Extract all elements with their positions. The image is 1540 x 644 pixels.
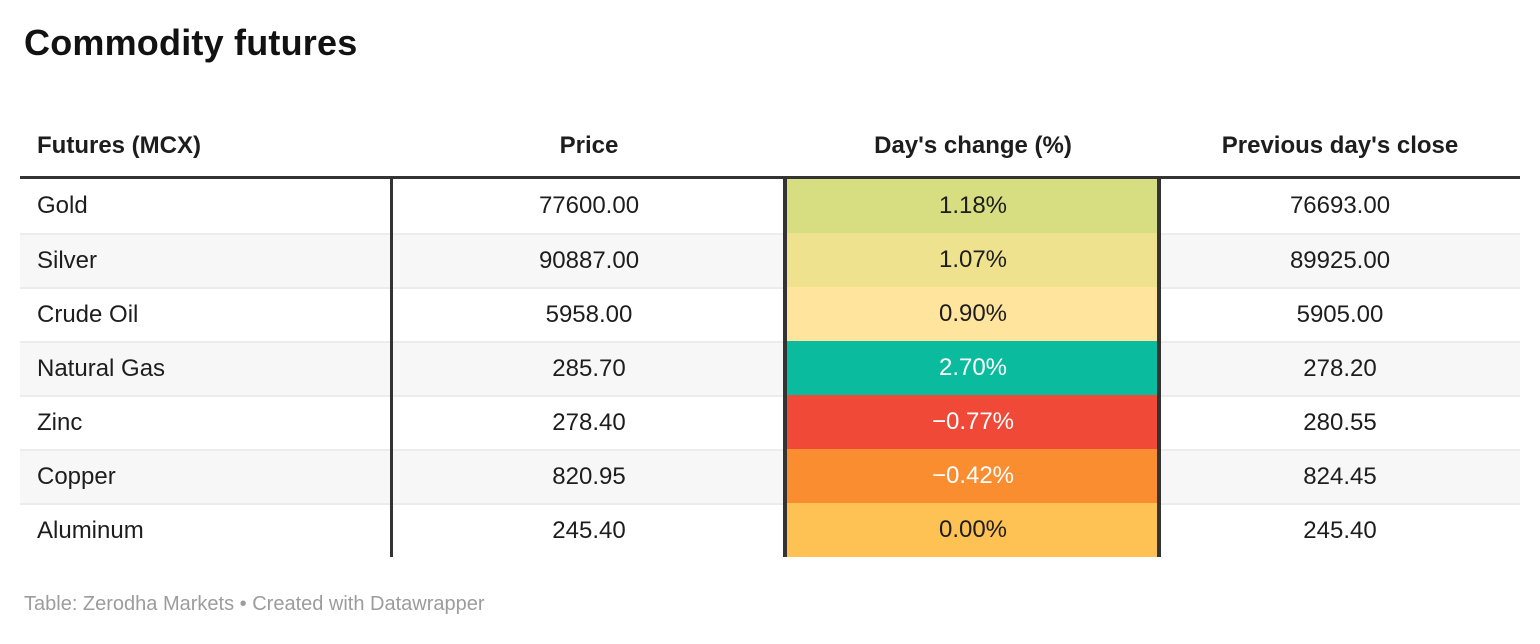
price-cell: 90887.00 xyxy=(392,233,786,287)
attribution-footer: Table: Zerodha Markets • Created with Da… xyxy=(24,593,485,615)
futures-name-cell: Silver xyxy=(20,233,392,287)
previous-close-cell: 245.40 xyxy=(1160,503,1520,557)
price-cell: 278.40 xyxy=(392,395,786,449)
futures-name-cell: Crude Oil xyxy=(20,287,392,341)
table-row: Silver 90887.00 1.07% 89925.00 xyxy=(20,233,1520,287)
page: Commodity futures Futures (MCX) Price Da… xyxy=(0,22,1540,644)
table-row: Natural Gas 285.70 2.70% 278.20 xyxy=(20,341,1520,395)
previous-close-cell: 76693.00 xyxy=(1289,192,1391,219)
days-change-cell: 0.90% xyxy=(786,287,1160,341)
commodity-futures-table: Futures (MCX) Price Day's change (%) Pre… xyxy=(20,92,1520,557)
previous-close-cell: 824.45 xyxy=(1160,449,1520,503)
days-change-cell: 2.70% xyxy=(786,341,1160,395)
column-divider-price-change xyxy=(783,179,787,557)
days-change-cell: −0.42% xyxy=(786,449,1160,503)
column-divider-change-previous xyxy=(1157,179,1161,557)
futures-name-cell: Natural Gas xyxy=(20,341,392,395)
col-header-days-change: Day's change (%) xyxy=(874,132,1072,159)
price-cell: 820.95 xyxy=(392,449,786,503)
price-cell: 5958.00 xyxy=(392,287,786,341)
table-header-row: Futures (MCX) Price Day's change (%) Pre… xyxy=(20,92,1520,179)
page-title: Commodity futures xyxy=(24,22,358,63)
days-change-cell: −0.77% xyxy=(786,395,1160,449)
col-header-previous-close: Previous day's close xyxy=(1221,132,1459,159)
previous-close-cell: 280.55 xyxy=(1160,395,1520,449)
table-row: Aluminum 245.40 0.00% 245.40 xyxy=(20,503,1520,557)
days-change-cell: 1.18% xyxy=(786,179,1160,233)
table-row: Crude Oil 5958.00 0.90% 5905.00 xyxy=(20,287,1520,341)
price-cell: 245.40 xyxy=(392,503,786,557)
col-header-price: Price xyxy=(559,132,619,159)
previous-close-cell: 89925.00 xyxy=(1160,233,1520,287)
futures-name-cell: Copper xyxy=(20,449,392,503)
price-cell: 77600.00 xyxy=(538,192,640,219)
col-header-futures: Futures (MCX) xyxy=(37,132,201,159)
price-cell: 285.70 xyxy=(392,341,786,395)
futures-name-cell: Aluminum xyxy=(20,503,392,557)
previous-close-cell: 278.20 xyxy=(1160,341,1520,395)
table-row: Gold 77600.00 1.18% 76693.00 xyxy=(20,179,1520,233)
table-row: Copper 820.95 −0.42% 824.45 xyxy=(20,449,1520,503)
days-change-cell: 1.07% xyxy=(786,233,1160,287)
futures-name-cell: Gold xyxy=(37,192,88,219)
table-row: Zinc 278.40 −0.77% 280.55 xyxy=(20,395,1520,449)
days-change-cell: 0.00% xyxy=(786,503,1160,557)
futures-name-cell: Zinc xyxy=(20,395,392,449)
column-divider-futures-price xyxy=(390,179,393,557)
table-body: Gold 77600.00 1.18% 76693.00 Silver 90887.00 1… xyxy=(20,179,1520,557)
previous-close-cell: 5905.00 xyxy=(1160,287,1520,341)
